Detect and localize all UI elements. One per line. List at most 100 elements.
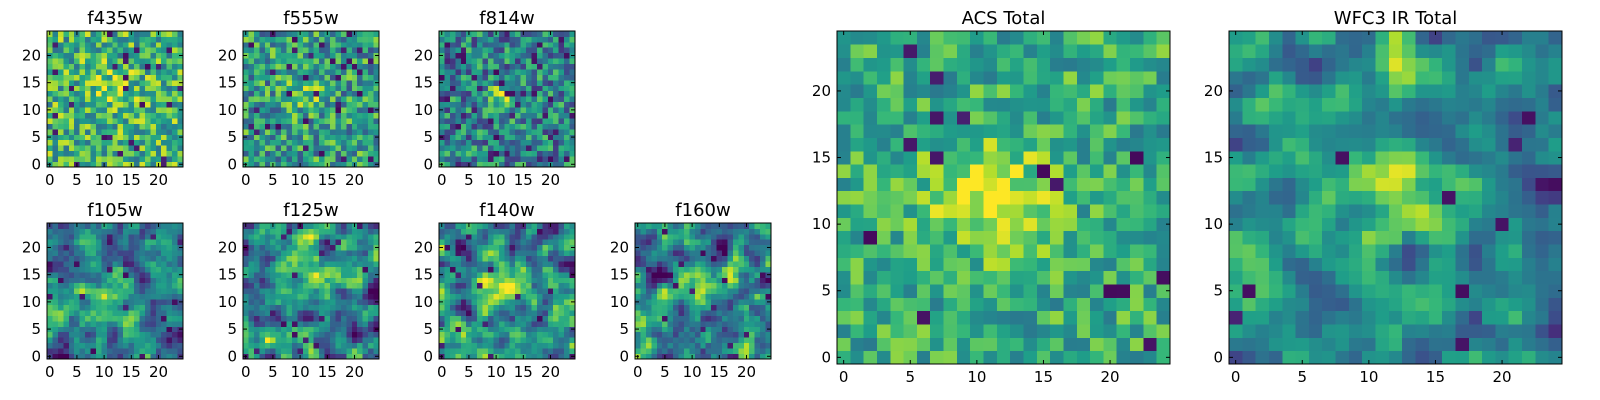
heatmap-cell [863,164,878,178]
heatmap-cell [139,244,146,251]
heatmap-cell [515,161,521,168]
heatmap-cell [455,58,462,65]
heatmap-cell [482,79,489,86]
heatmap-cell [449,288,456,295]
heatmap-cell [57,288,64,295]
heatmap-cell [134,85,140,92]
heatmap-cell [275,128,282,135]
heatmap-cell [117,261,124,267]
heatmap-cell [1143,350,1158,365]
heatmap-cell [313,271,320,278]
heatmap-cell [667,326,674,333]
heatmap-cell [112,277,119,284]
heatmap-cell [264,150,271,157]
heatmap-cell [297,134,304,141]
heatmap-cell [270,90,277,97]
heatmap-cell [498,41,505,48]
heatmap-cell [569,293,576,300]
heatmap-cell [139,299,146,305]
axes-frame [634,222,772,360]
heatmap-cell [689,239,696,246]
heatmap-cell [504,261,511,267]
heatmap-cell [640,304,647,311]
heatmap-cell [439,282,445,289]
heatmap-cell [123,69,129,75]
heatmap-cell [340,31,347,37]
heatmap-cell [640,223,647,229]
heatmap-cell [308,134,315,141]
heatmap-cell [259,101,266,108]
heatmap-cell [172,277,178,284]
heatmap-cell [330,85,336,92]
heatmap-cell [324,320,331,327]
heatmap-cell [542,74,549,81]
heatmap-cell [155,337,162,344]
heatmap-cell [1010,244,1024,258]
heatmap-cell [466,342,473,349]
heatmap-cell [52,134,59,141]
heatmap-cell [439,288,445,295]
heatmap-cell [291,156,298,162]
heatmap-cell [346,271,353,278]
heatmap-cell [101,41,108,48]
heatmap-cell [95,239,102,246]
heatmap-cell [155,47,162,54]
heatmap-cell [68,123,75,130]
heatmap-cell [1130,177,1144,192]
heatmap-cell [123,244,129,251]
heatmap-cell [57,85,64,92]
heatmap-cell [52,36,59,43]
heatmap-cell [362,128,369,135]
heatmap-cell [477,304,483,311]
heatmap-cell [68,118,75,124]
heatmap-cell [253,315,260,322]
heatmap-cell [850,337,865,352]
heatmap-cell [749,331,756,338]
heatmap-cell [498,331,505,338]
heatmap-cell [547,85,554,92]
heatmap-cell [177,282,184,289]
heatmap-cell [57,320,64,327]
heatmap-cell [504,348,511,354]
heatmap-cell [128,255,135,262]
heatmap-cell [106,156,113,162]
heatmap-cell [863,204,878,218]
heatmap-cell [1103,190,1118,205]
heatmap-cell [678,282,685,289]
heatmap-cell [487,320,494,327]
heatmap-cell [270,342,277,349]
heatmap-cell [477,74,483,81]
heatmap-cell [1143,204,1158,218]
heatmap-cell [313,134,320,141]
heatmap-cell [63,31,70,37]
heatmap-cell [850,217,865,232]
heatmap-cell [547,96,554,103]
heatmap-cell [90,128,97,135]
heatmap-cell [482,101,489,108]
heatmap-cell [286,74,293,81]
heatmap-cell [553,244,560,251]
heatmap-cell [362,161,369,168]
heatmap-cell [716,337,723,344]
heatmap-cell [144,228,151,235]
heatmap-cell [106,79,113,86]
y-tick-label: 15 [218,266,237,284]
heatmap-cell [716,331,723,338]
heatmap-cell [95,145,102,152]
heatmap-cell [177,74,184,81]
heatmap-cell [738,353,745,360]
heatmap-cell [357,250,364,257]
heatmap-cell [531,52,538,59]
heatmap-cell [515,123,521,130]
heatmap-cell [504,85,511,92]
heatmap-cell [324,47,331,54]
heatmap-cell [335,112,342,119]
heatmap-cell [520,58,527,65]
heatmap-cell [444,315,451,322]
heatmap-cell [493,156,500,162]
heatmap-cell [471,239,478,246]
heatmap-cell [673,320,679,327]
heatmap-cell [689,293,696,300]
